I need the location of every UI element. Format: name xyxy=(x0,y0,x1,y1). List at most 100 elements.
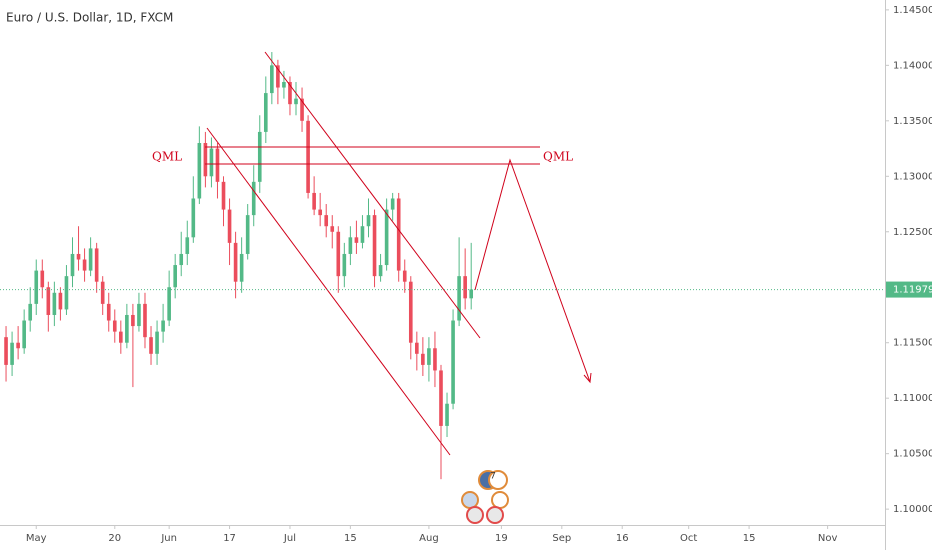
candle-body xyxy=(185,237,190,254)
x-tick-label: 15 xyxy=(743,533,756,544)
x-tick-label: 20 xyxy=(108,533,121,544)
event-icon[interactable] xyxy=(461,491,479,509)
candle-body xyxy=(251,181,256,216)
channel-lower xyxy=(206,127,451,456)
event-icon[interactable] xyxy=(486,506,504,524)
candle-body xyxy=(300,98,304,121)
x-tick-label: 16 xyxy=(616,533,629,544)
candle-body xyxy=(143,303,147,338)
x-tick-label: Oct xyxy=(680,533,697,544)
candle-body xyxy=(263,93,268,132)
x-tick-label: 17 xyxy=(223,533,236,544)
y-tick-label: 1.14000 xyxy=(893,60,932,71)
event-icon[interactable] xyxy=(488,470,508,490)
candle-body xyxy=(119,331,123,343)
candle-body xyxy=(155,331,159,354)
candle-body xyxy=(312,192,316,210)
candle-body xyxy=(10,342,14,365)
candle-body xyxy=(16,342,20,349)
candle-body xyxy=(306,120,310,193)
y-tick-label: 1.13000 xyxy=(893,171,932,182)
candle-body xyxy=(427,348,431,365)
plot xyxy=(4,52,474,480)
candle-body xyxy=(94,248,99,282)
candle-body xyxy=(106,303,111,321)
candle-body xyxy=(390,198,395,210)
y-tick-label: 1.10000 xyxy=(893,504,932,515)
x-tick-label: 19 xyxy=(495,533,508,544)
x-tick-label: 15 xyxy=(344,533,357,544)
candle-body xyxy=(421,353,425,365)
current-price-box xyxy=(886,281,932,298)
candle-body xyxy=(179,253,184,266)
event-icons[interactable]: 7 xyxy=(461,470,509,524)
candle-body xyxy=(173,265,177,288)
candle-body xyxy=(161,320,165,332)
y-tick-label: 1.12500 xyxy=(893,227,932,238)
candle-body xyxy=(336,231,341,277)
candle-body xyxy=(324,215,329,227)
x-tick-label: May xyxy=(26,533,47,544)
x-tick-label: Aug xyxy=(419,533,439,544)
x-tick-label: Jun xyxy=(160,533,177,544)
y-tick-label: 1.11000 xyxy=(893,393,932,404)
candle-body xyxy=(76,253,81,260)
candle-body xyxy=(294,98,298,105)
candle-body xyxy=(4,337,8,365)
candle-body xyxy=(137,303,141,327)
candle-body xyxy=(366,215,371,227)
candle-body xyxy=(52,292,57,315)
candle-body xyxy=(46,287,51,315)
candle-body xyxy=(318,209,322,216)
candle-body xyxy=(197,143,202,199)
x-tick-label: Sep xyxy=(552,533,571,544)
candle-body xyxy=(227,209,232,243)
candle-body xyxy=(463,276,467,299)
candle-body xyxy=(276,65,280,88)
candle-body xyxy=(100,281,105,304)
y-tick-label: 1.13500 xyxy=(893,116,932,127)
candle-body xyxy=(245,215,250,254)
candle-body xyxy=(112,320,117,332)
candle-body xyxy=(221,181,226,210)
event-count: 7 xyxy=(490,472,496,482)
channel-upper xyxy=(264,51,481,339)
candle-body xyxy=(378,265,383,277)
candle-body xyxy=(191,198,196,238)
candle-body xyxy=(257,131,262,182)
candle-body xyxy=(469,289,474,299)
candle-body xyxy=(396,198,401,271)
y-tick-label: 1.14500 xyxy=(893,5,932,16)
candle-body xyxy=(149,337,153,354)
drawings xyxy=(205,51,592,456)
candle-body xyxy=(354,237,359,243)
candle-body xyxy=(451,320,455,404)
candle-body xyxy=(270,65,274,94)
candle-body xyxy=(360,226,365,243)
candle-body xyxy=(167,287,171,321)
event-icon[interactable] xyxy=(491,491,509,509)
projection-path xyxy=(474,158,591,383)
candle-body xyxy=(330,226,335,232)
candle-body xyxy=(288,81,292,105)
candle-body xyxy=(445,403,449,426)
x-tick-label: Jul xyxy=(283,533,296,544)
candle-body xyxy=(408,281,413,343)
y-tick-label: 1.11500 xyxy=(893,338,932,349)
candle-body xyxy=(209,148,214,177)
qml-label: QML xyxy=(152,150,182,164)
candle-body xyxy=(439,370,443,426)
candle-body xyxy=(40,270,45,288)
candle-body xyxy=(34,270,39,304)
y-tick-label: 1.10500 xyxy=(893,449,932,460)
candle-body xyxy=(22,320,26,349)
candle-body xyxy=(402,270,407,282)
current-price-label: 1.11979 xyxy=(893,285,932,296)
event-icon[interactable] xyxy=(466,506,484,524)
candle-body xyxy=(82,259,87,271)
candle-body xyxy=(28,303,33,321)
candle-body xyxy=(239,253,244,282)
candle-body xyxy=(70,253,75,277)
chart-title: Euro / U.S. Dollar, 1D, FXCM xyxy=(6,11,173,25)
candle-body xyxy=(233,242,238,282)
